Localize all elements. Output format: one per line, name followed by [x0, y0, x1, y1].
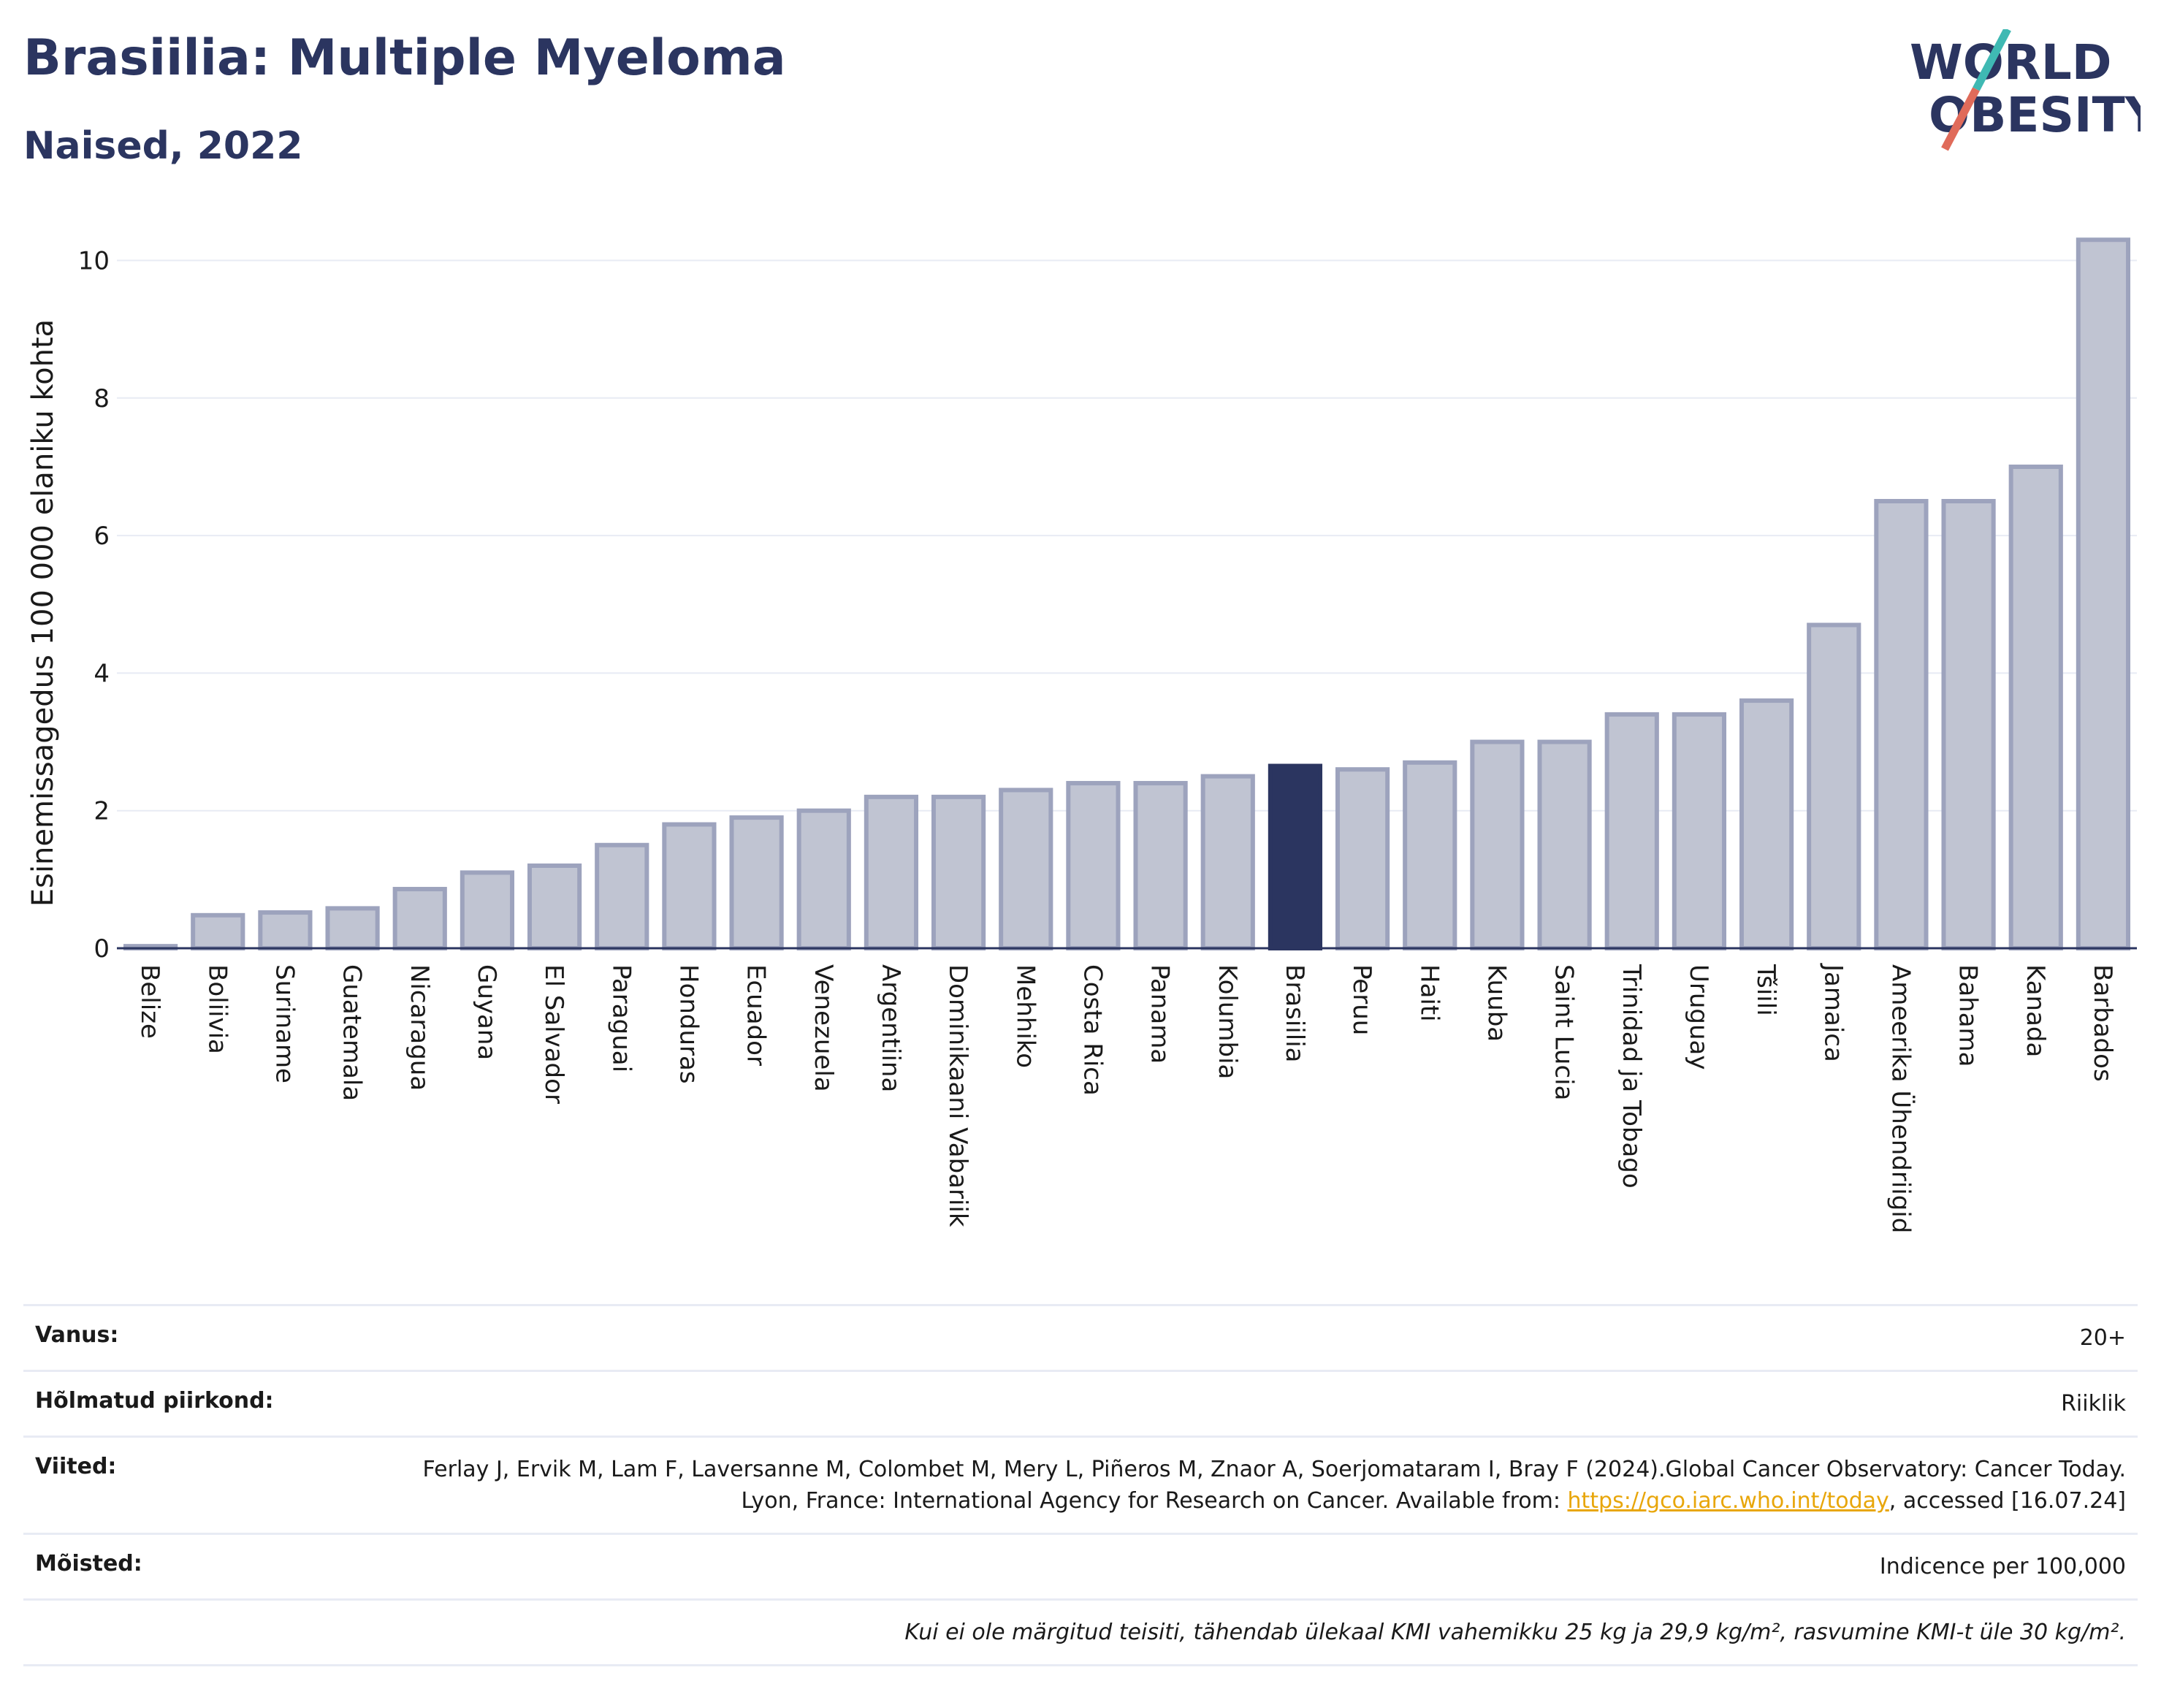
region-value: Riiklik	[2061, 1391, 2126, 1417]
x-tick-label: Peruu	[1347, 964, 1376, 1035]
references-link[interactable]: https://gco.iarc.who.int/today	[1567, 1488, 1889, 1514]
x-tick-label: Bahama	[1954, 964, 1983, 1067]
meta-row-definitions: Mõisted: Indicence per 100,000	[23, 1533, 2138, 1598]
bar-boliivia	[191, 912, 245, 950]
bar-argentiina	[864, 794, 919, 950]
bar-paraguai	[595, 842, 649, 950]
meta-row-references: Viited: Ferlay J, Ervik M, Lam F, Lavers…	[23, 1436, 2138, 1533]
bar-el-salvador	[527, 863, 582, 951]
age-value: 20+	[2079, 1325, 2126, 1351]
bar-trinidad-ja-tobago	[1604, 712, 1659, 950]
x-tick-label: Saint Lucia	[1550, 964, 1579, 1100]
bar-saint-lucia	[1537, 739, 1592, 950]
bar-uruguay	[1672, 712, 1727, 950]
bar-kolumbia	[1200, 774, 1255, 951]
logo-slash-teal-icon	[1973, 29, 2011, 91]
bar-honduras	[662, 822, 717, 951]
meta-row-age: Vanus: 20+	[23, 1304, 2138, 1370]
grid-lines	[117, 259, 2137, 812]
y-axis-ticks: 0 2 4 6 8 10	[78, 246, 110, 964]
logo-line1: WORLD	[1910, 34, 2112, 91]
x-tick-label: Guyana	[472, 964, 501, 1060]
bar-ameerika-ühendriigid	[1874, 499, 1929, 950]
bar-haiti	[1403, 760, 1457, 951]
age-label: Vanus:	[35, 1322, 119, 1348]
x-tick-label: Kuuba	[1482, 964, 1511, 1042]
world-obesity-logo: WORLD OBESITY	[1910, 29, 2141, 151]
x-tick-label: Costa Rica	[1078, 964, 1107, 1096]
y-tick-label: 6	[94, 522, 110, 551]
bar-venezuela	[796, 808, 851, 950]
metadata-table: Vanus: 20+ Hõlmatud piirkond: Riiklik Vi…	[23, 1304, 2138, 1666]
bar-dominikaani-vabariik	[931, 794, 986, 950]
meta-row-note: Kui ei ole märgitud teisiti, tähendab ül…	[23, 1598, 2138, 1666]
x-tick-label: Panama	[1146, 964, 1175, 1064]
y-axis-label: Esinemissagedus 100 000 elaniku kohta	[26, 319, 60, 907]
bars	[123, 237, 2131, 951]
x-tick-label: Dominikaani Vabariik	[943, 964, 972, 1227]
bar-chart: 0 2 4 6 8 10 Belize Boliivia Suriname Guatemala N…	[26, 237, 2137, 1233]
meta-row-region: Hõlmatud piirkond: Riiklik	[23, 1370, 2138, 1436]
x-tick-label: Paraguai	[606, 964, 636, 1072]
bar-ecuador	[729, 815, 784, 950]
x-tick-label: Tšiili	[1751, 964, 1780, 1016]
x-tick-label: Kolumbia	[1213, 964, 1242, 1079]
x-tick-label: Uruguay	[1684, 964, 1713, 1070]
x-tick-label: Mehhiko	[1010, 964, 1040, 1068]
x-tick-label: Ameerika Ühendriigid	[1886, 964, 1916, 1233]
bar-tšiili	[1739, 698, 1794, 950]
bar-peruu	[1335, 767, 1390, 950]
x-tick-label: Trinidad ja Tobago	[1617, 964, 1646, 1189]
bar-panama	[1133, 781, 1188, 950]
bar-jamaica	[1807, 622, 1861, 950]
references-value: Ferlay J, Ervik M, Lam F, Laversanne M, …	[422, 1457, 2126, 1514]
x-tick-label: Honduras	[674, 964, 703, 1084]
y-tick-label: 10	[78, 246, 110, 275]
x-tick-label: Haiti	[1414, 964, 1444, 1022]
y-tick-label: 4	[94, 659, 110, 688]
bar-kuuba	[1470, 739, 1525, 950]
x-tick-label: Kanada	[2021, 964, 2050, 1057]
y-tick-label: 8	[94, 384, 110, 413]
x-tick-label: Argentiina	[876, 964, 905, 1092]
bar-brasiilia	[1268, 763, 1323, 950]
references-label: Viited:	[35, 1454, 117, 1479]
x-tick-label: Barbados	[2088, 964, 2117, 1082]
x-tick-label: Jamaica	[1818, 963, 1848, 1062]
bar-nicaragua	[392, 887, 447, 950]
bar-guatemala	[325, 906, 380, 951]
definitions-value: Indicence per 100,000	[1879, 1554, 2126, 1579]
bar-guyana	[460, 870, 515, 950]
footnote: Kui ei ole märgitud teisiti, tähendab ül…	[904, 1620, 2126, 1645]
bar-mehhiko	[999, 788, 1053, 951]
bar-suriname	[258, 910, 313, 950]
bar-costa-rica	[1066, 781, 1121, 950]
x-tick-label: Boliivia	[202, 964, 232, 1054]
logo-slash-red-icon	[1941, 87, 1980, 151]
y-tick-label: 0	[94, 934, 110, 964]
x-tick-label: Suriname	[270, 964, 299, 1083]
x-tick-label: Belize	[135, 964, 164, 1039]
bar-kanada	[2008, 464, 2063, 950]
bar-bahama	[1941, 499, 1996, 950]
x-tick-label: Brasiilia	[1280, 964, 1309, 1062]
definitions-label: Mõisted:	[35, 1551, 142, 1577]
bar-barbados	[2076, 237, 2131, 950]
chart-title: Brasiilia: Multiple Myeloma	[23, 29, 786, 87]
y-tick-label: 2	[94, 797, 110, 826]
x-tick-label: Guatemala	[338, 964, 367, 1101]
region-label: Hõlmatud piirkond:	[35, 1388, 274, 1414]
x-tick-label: Nicaragua	[405, 964, 434, 1091]
x-tick-label: Venezuela	[809, 964, 838, 1092]
x-tick-label: El Salvador	[539, 964, 568, 1104]
x-tick-label: Ecuador	[742, 964, 771, 1066]
chart-subtitle: Naised, 2022	[23, 124, 303, 168]
x-axis-categories: Belize Boliivia Suriname Guatemala Nicaragua…	[135, 963, 2117, 1233]
